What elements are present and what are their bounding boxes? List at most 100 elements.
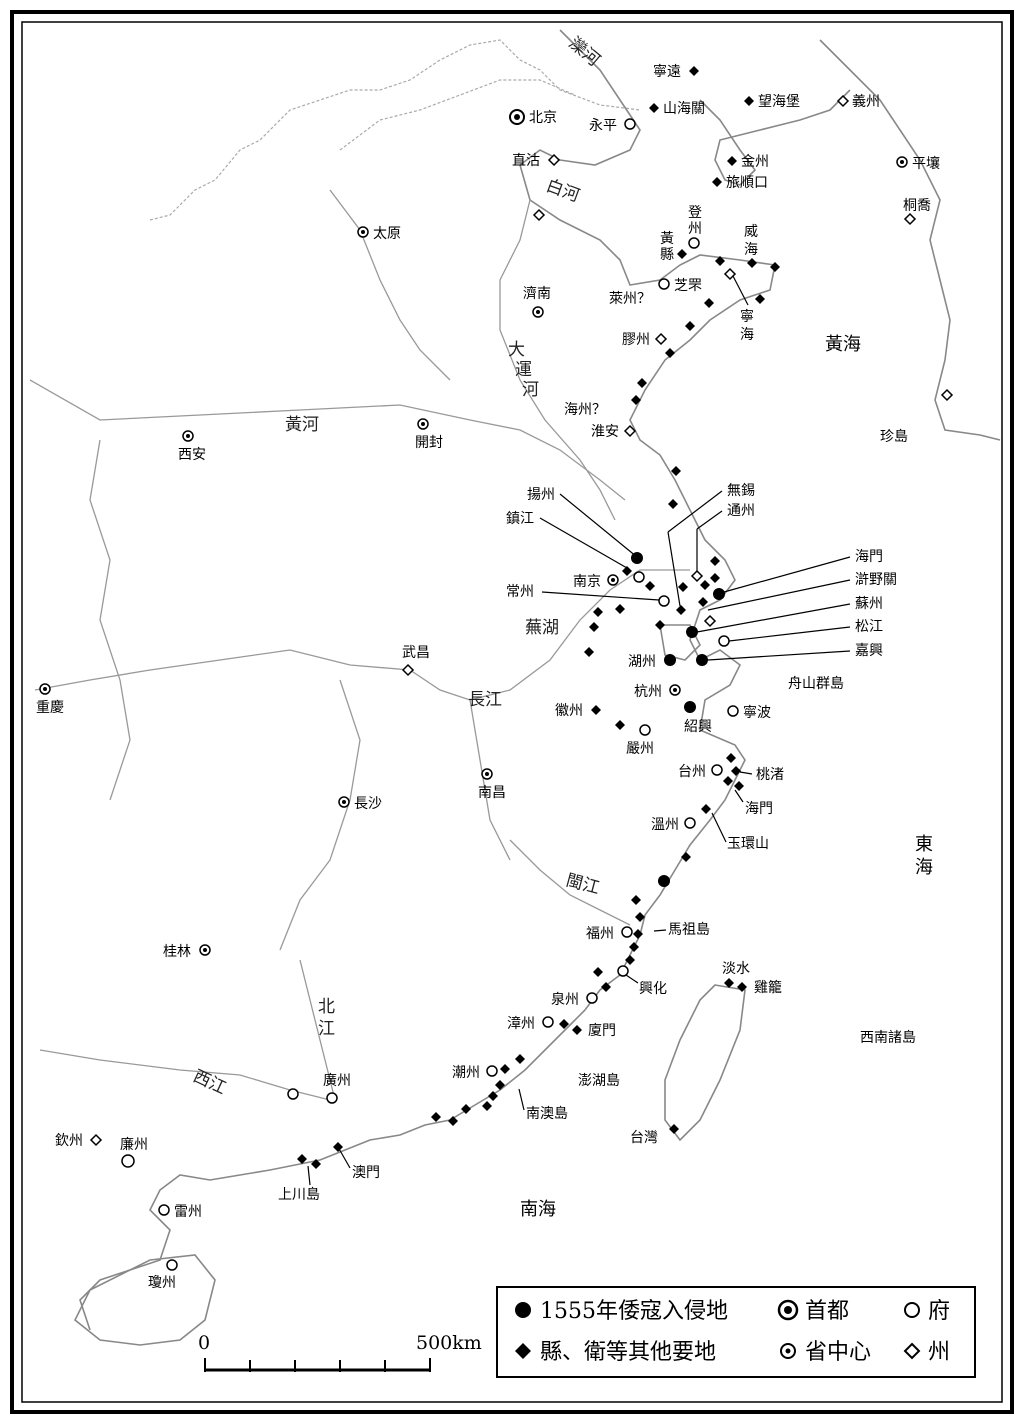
leader-yuhuanshan <box>711 812 727 843</box>
county-marker <box>615 720 625 730</box>
place-xiamen: 廈門 <box>588 1022 616 1039</box>
legend-prefecture-label: 府 <box>928 1299 950 1324</box>
county-marker <box>665 348 675 358</box>
place-nanao: 南澳島 <box>526 1106 568 1122</box>
capital-marker-dot <box>514 114 520 120</box>
river-west <box>89 439 131 801</box>
county-marker <box>704 298 714 308</box>
prefecture-marker <box>658 278 670 290</box>
coastline-korea <box>819 39 1001 441</box>
place-guangzhou: 廣州 <box>323 1072 351 1089</box>
county-marker <box>677 249 687 259</box>
county-marker <box>591 705 601 715</box>
place-penghu: 澎湖島 <box>578 1073 620 1089</box>
place-changsha: 長沙 <box>354 796 382 812</box>
place-zhigu: 直沽 <box>512 152 540 169</box>
department-marker <box>623 424 637 438</box>
place-weihai-2: 海 <box>744 242 758 258</box>
county-marker <box>712 177 722 187</box>
place-weihai-1: 威 <box>744 224 758 240</box>
river-north <box>329 189 451 381</box>
place-taiyuan: 太原 <box>373 226 401 242</box>
provincial-marker-dot <box>673 688 677 692</box>
provincial-marker-dot <box>361 230 365 234</box>
county-marker <box>681 852 691 862</box>
leader-changzhou <box>541 591 660 601</box>
prefecture-marker <box>326 1092 338 1104</box>
leader-taozhu <box>739 771 753 775</box>
yangtze-label: 長江 <box>468 690 502 710</box>
provincial-marker-dot <box>43 687 47 691</box>
place-beijing: 北京 <box>529 110 557 126</box>
department-marker <box>940 388 954 402</box>
place-huzhou: 湖州 <box>628 654 656 670</box>
department-marker <box>690 569 704 583</box>
invaded-marker <box>658 875 670 887</box>
canal-label-1: 大 <box>508 340 525 360</box>
provincial-marker-dot <box>485 772 489 776</box>
prefecture-marker <box>658 595 670 607</box>
county-marker <box>710 573 720 583</box>
yellow-river <box>29 379 626 501</box>
great-wall <box>149 39 641 221</box>
canal-label-3: 河 <box>522 380 539 400</box>
yellow-sea-label: 黃海 <box>825 334 861 355</box>
inner-frame <box>21 21 1003 1403</box>
markers: 寧遠 山海關 望海堡 義州 北京 永平 直沽 金州 旅順口 平壤 太原 登 州 … <box>36 63 954 1291</box>
place-yanzhou: 嚴州 <box>626 741 654 757</box>
place-xian: 西安 <box>178 447 206 463</box>
provincial-marker-dot <box>611 578 615 582</box>
wuhu-label: 蕪湖 <box>525 618 559 638</box>
place-yizhou: 義州 <box>852 93 880 110</box>
county-marker <box>625 955 635 965</box>
county-marker <box>737 982 747 992</box>
county-marker <box>311 1159 321 1169</box>
prefecture-marker <box>688 237 700 249</box>
coastline <box>79 29 776 1331</box>
place-taiwan: 台灣 <box>630 1130 658 1146</box>
county-marker <box>649 103 659 113</box>
xi-river-label: 西江 <box>190 1066 229 1098</box>
south-sea-label: 南海 <box>520 1199 556 1220</box>
county-marker <box>633 929 643 939</box>
place-ningbo: 寧波 <box>743 704 771 721</box>
place-quanzhou: 泉州 <box>551 991 579 1008</box>
county-marker <box>635 912 645 922</box>
provincial-marker-dot <box>536 310 540 314</box>
place-yuhuanshan: 玉環山 <box>727 836 769 852</box>
place-taozhu: 桃渚 <box>756 767 784 783</box>
taihu-lake <box>659 624 701 661</box>
leader-wuxi-2 <box>667 531 681 607</box>
legend-department-label: 州 <box>928 1340 950 1365</box>
leader-nanao <box>518 1088 525 1111</box>
outer-frame <box>10 10 1014 1414</box>
department-marker <box>703 614 717 628</box>
prefecture-marker <box>617 965 629 977</box>
scale-end: 500km <box>416 1332 482 1354</box>
provincial-marker-dot <box>900 160 904 164</box>
provincial-marker-dot <box>203 948 207 952</box>
county-marker <box>593 607 603 617</box>
grand-canal <box>499 199 616 521</box>
county-marker <box>698 597 708 607</box>
place-suzhou: 蘇州 <box>855 596 883 612</box>
county-marker <box>671 466 681 476</box>
prefecture-marker <box>727 705 739 717</box>
place-jinan: 濟南 <box>523 286 551 302</box>
county-marker <box>655 620 665 630</box>
county-marker <box>744 96 754 106</box>
county-marker <box>685 321 695 331</box>
provincial-marker-dot <box>421 422 425 426</box>
place-wuxi: 無錫 <box>727 483 755 499</box>
min-river <box>509 839 631 926</box>
place-tongqiao: 桐喬 <box>903 198 931 214</box>
invaded-marker <box>686 626 698 638</box>
prefecture-marker <box>287 1088 299 1100</box>
county-marker <box>559 1019 569 1029</box>
prefecture-marker <box>621 926 633 938</box>
county-marker <box>715 256 725 266</box>
county-marker <box>448 1116 458 1126</box>
place-ninghai-1: 寧 <box>740 308 754 325</box>
leader-haimen-s <box>734 789 744 803</box>
yangtze-river <box>34 569 690 701</box>
